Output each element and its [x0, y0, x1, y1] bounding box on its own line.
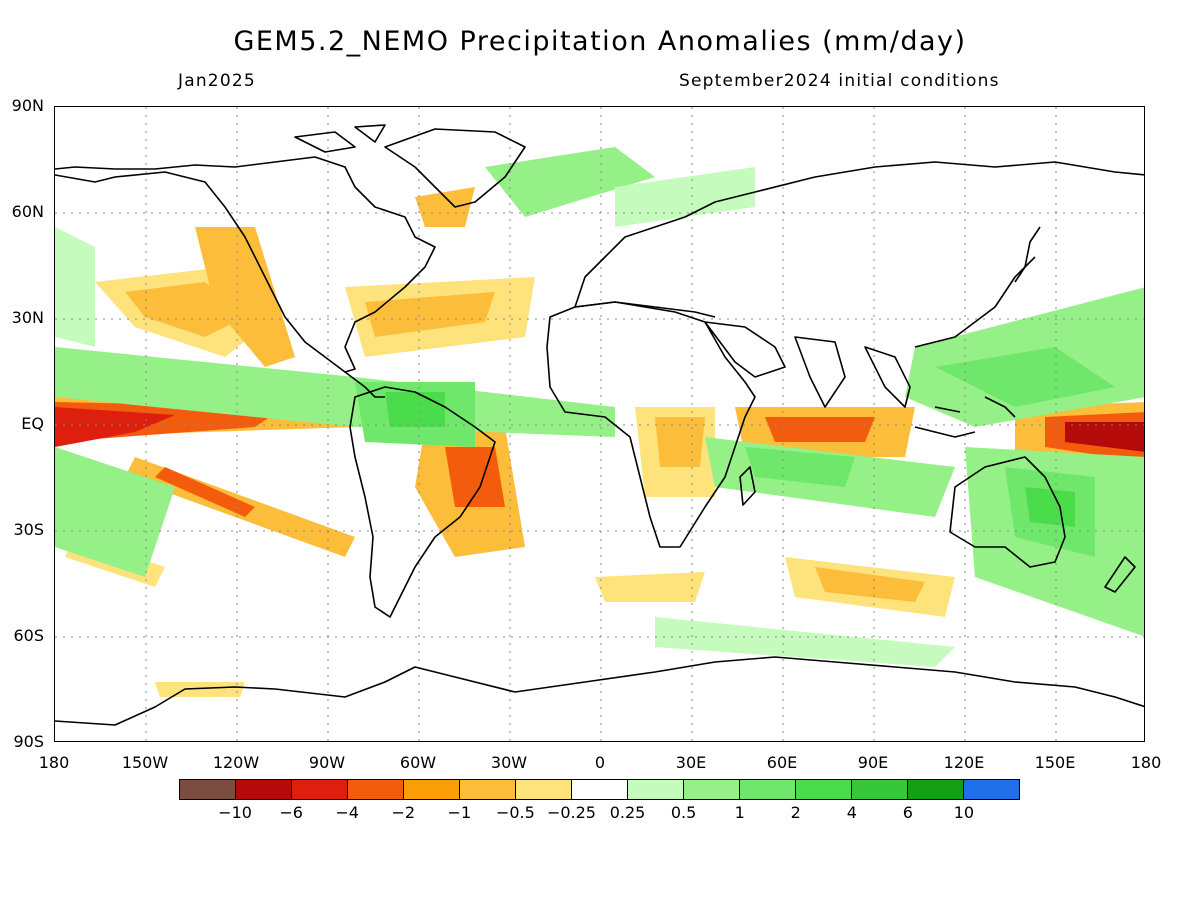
lat-label: 60N — [11, 202, 44, 221]
colorbar-swatch — [236, 780, 292, 799]
colorbar-swatch — [572, 780, 628, 799]
colorbar-label: 4 — [846, 803, 857, 822]
colorbar — [179, 779, 1020, 800]
lon-label: 120W — [212, 753, 260, 772]
coastline-icon — [55, 124, 1144, 726]
colorbar-swatch — [180, 780, 236, 799]
colorbar-label: 2 — [790, 803, 801, 822]
lon-label: 60W — [399, 753, 437, 772]
lon-label: 0 — [594, 753, 606, 772]
colorbar-label: −0.25 — [546, 803, 596, 822]
colorbar-label: 10 — [953, 803, 975, 822]
lat-label: 30N — [11, 308, 44, 327]
colorbar-label: −10 — [218, 803, 252, 822]
lat-label: 90S — [13, 732, 44, 751]
colorbar-swatch — [908, 780, 964, 799]
colorbar-label: −4 — [335, 803, 359, 822]
lon-label: 30E — [675, 753, 707, 772]
lon-label: 180 — [1130, 753, 1162, 772]
lon-label: 120E — [943, 753, 985, 772]
colorbar-swatch — [628, 780, 684, 799]
colorbar-label: −6 — [279, 803, 303, 822]
lon-label: 90W — [308, 753, 346, 772]
lon-label: 30W — [490, 753, 528, 772]
colorbar-swatch — [852, 780, 908, 799]
initial-conditions: September2024 initial conditions — [679, 71, 1000, 91]
lon-label: 150E — [1034, 753, 1076, 772]
colorbar-swatch — [684, 780, 740, 799]
colorbar-swatch — [796, 780, 852, 799]
colorbar-swatch — [404, 780, 460, 799]
precipitation-anomaly-map — [54, 106, 1145, 742]
lon-label: 90E — [857, 753, 889, 772]
lat-lon-grid — [55, 107, 1144, 741]
colorbar-label: −2 — [391, 803, 416, 822]
lon-label: 60E — [766, 753, 798, 772]
colorbar-swatch — [292, 780, 348, 799]
colorbar-swatch — [740, 780, 796, 799]
lat-label: 90N — [11, 96, 44, 115]
colorbar-swatch — [348, 780, 404, 799]
colorbar-label: 0.25 — [609, 803, 646, 822]
colorbar-swatch — [964, 780, 1019, 799]
colorbar-label: 1 — [734, 803, 745, 822]
lat-label: 30S — [13, 520, 44, 539]
colorbar-label: 6 — [902, 803, 913, 822]
lon-label: 180 — [38, 753, 70, 772]
lat-label: EQ — [21, 414, 44, 433]
colorbar-label: −0.5 — [495, 803, 535, 822]
colorbar-label: −1 — [447, 803, 472, 822]
anomaly-field — [55, 147, 1144, 697]
colorbar-swatch — [516, 780, 572, 799]
map-canvas — [55, 107, 1144, 741]
lat-label: 60S — [13, 626, 44, 645]
colorbar-label: 0.5 — [670, 803, 697, 822]
lon-label: 150W — [121, 753, 169, 772]
forecast-period: Jan2025 — [178, 71, 256, 91]
map-title: GEM5.2_NEMO Precipitation Anomalies (mm/… — [233, 26, 967, 57]
colorbar-swatch — [460, 780, 516, 799]
